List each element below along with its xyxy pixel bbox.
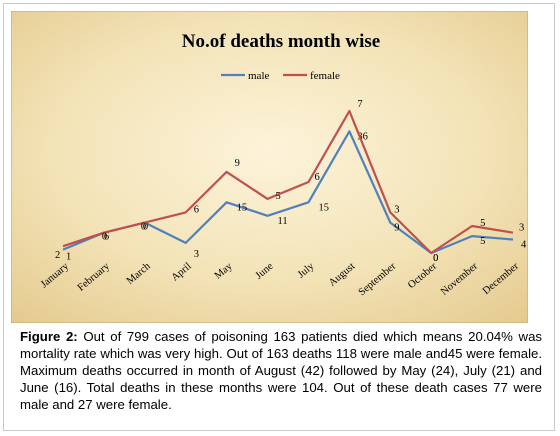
data-label-male-december: 4 — [521, 239, 527, 250]
data-label-female-december: 3 — [519, 223, 524, 234]
data-label-female-march: 0 — [141, 222, 146, 233]
chart-svg: No.of deaths month wise male female 16031… — [11, 11, 528, 323]
data-label-male-may: 15 — [237, 202, 248, 213]
data-label-female-april: 6 — [194, 204, 199, 215]
caption-label: Figure 2: — [20, 329, 78, 344]
data-label-female-october: 0 — [433, 253, 438, 264]
data-label-male-april: 3 — [194, 249, 199, 260]
caption-text: Out of 799 cases of poisoning 163 patien… — [20, 329, 542, 412]
data-label-male-september: 9 — [394, 223, 399, 234]
legend-label-male: male — [248, 70, 269, 82]
chart-title: No.of deaths month wise — [182, 31, 380, 52]
data-label-female-july: 6 — [314, 172, 319, 183]
data-label-female-august: 7 — [357, 99, 362, 110]
data-label-male-october: 0 — [433, 253, 438, 264]
data-label-male-january: 1 — [66, 252, 71, 263]
data-label-male-june: 11 — [278, 216, 288, 227]
data-label-female-june: 5 — [276, 191, 281, 202]
data-label-female-may: 9 — [235, 158, 240, 169]
data-label-male-august: 36 — [357, 131, 368, 142]
data-label-female-november: 5 — [480, 218, 485, 229]
data-label-male-february: 6 — [104, 232, 109, 243]
data-label-male-july: 15 — [318, 202, 329, 213]
legend-label-female: female — [310, 70, 340, 82]
data-label-female-january: 2 — [55, 250, 60, 261]
series-line-female — [62, 109, 514, 255]
data-label-male-november: 5 — [480, 236, 485, 247]
data-label-female-february: 0 — [102, 232, 107, 243]
data-label-male-march: 0 — [143, 222, 148, 233]
chart-background — [11, 11, 528, 323]
figure-caption: Figure 2: Out of 799 cases of poisoning … — [20, 328, 542, 413]
chart-legend: male female — [221, 70, 340, 82]
data-label-female-september: 3 — [394, 204, 399, 215]
